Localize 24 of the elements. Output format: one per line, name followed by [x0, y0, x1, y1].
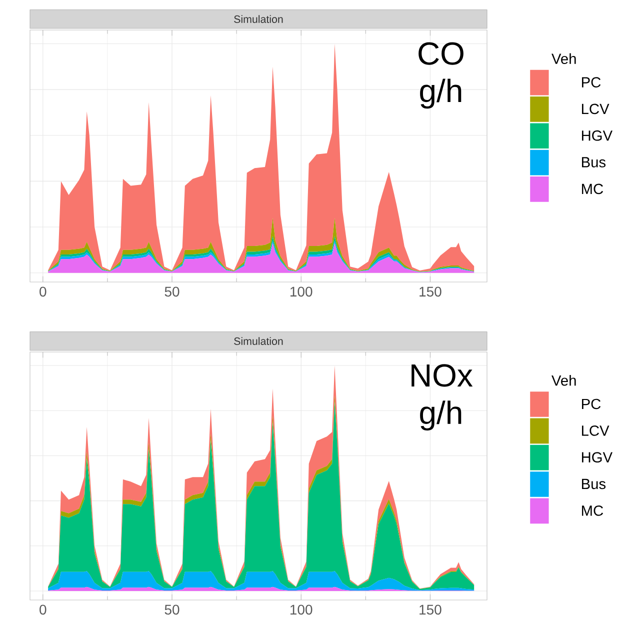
legend-label: LCV — [582, 104, 610, 114]
legend-label: MC — [582, 505, 604, 516]
legend-label: Bus — [582, 478, 606, 490]
x-tick-label: 50 — [164, 604, 180, 615]
annotation: NOx g/h — [412, 364, 473, 430]
legend-label: MC — [582, 184, 604, 194]
legend-label: PC — [582, 77, 601, 88]
x-tick-label: 100 — [290, 604, 312, 615]
x-tick-label: 0 — [40, 286, 46, 297]
legend-label: PC — [582, 398, 601, 410]
x-tick-label: 150 — [420, 286, 442, 297]
legend-label: Bus — [582, 157, 606, 168]
x-tick-label: 0 — [40, 604, 46, 615]
legend-label: LCV — [582, 425, 610, 436]
legend-title: Veh — [552, 53, 576, 64]
x-tick-label: 150 — [420, 604, 442, 615]
x-tick-label: 100 — [290, 286, 312, 297]
chart-title: Simulation — [234, 337, 283, 345]
legend-label: HGV — [582, 452, 612, 463]
legend-title: Veh — [552, 374, 576, 386]
x-tick-label: 50 — [164, 286, 180, 297]
legend-label: HGV — [582, 130, 612, 141]
annotation: CO g/h — [418, 42, 464, 109]
chart-title: Simulation — [234, 15, 283, 23]
